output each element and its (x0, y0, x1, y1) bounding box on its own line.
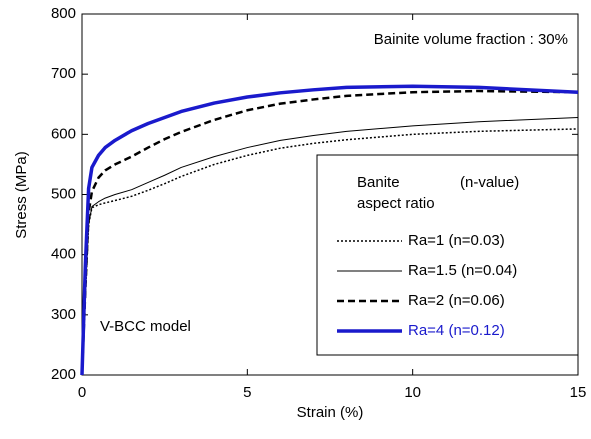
annotation: V-BCC model (100, 318, 191, 335)
legend-label: Ra=1 (n=0.03) (408, 232, 505, 249)
x-tick-label: 5 (243, 384, 251, 401)
y-tick-label: 600 (51, 125, 76, 142)
legend-label: Ra=2 (n=0.06) (408, 292, 505, 309)
annotation: Bainite volume fraction : 30% (374, 31, 568, 48)
legend-box (316, 154, 579, 356)
series-line (80, 89, 579, 376)
series-line (81, 128, 579, 376)
y-tick-label: 500 (51, 185, 76, 202)
legend-title: aspect ratio (357, 195, 435, 212)
series-line (81, 116, 579, 376)
y-axis-label: Stress (MPa) (13, 151, 30, 239)
y-tick-label: 400 (51, 246, 76, 263)
legend-label: Ra=1.5 (n=0.04) (408, 262, 517, 279)
y-tick-label: 200 (51, 366, 76, 383)
y-tick-label: 300 (51, 306, 76, 323)
legend-title: Banite (357, 174, 400, 191)
x-axis-label: Strain (%) (297, 404, 364, 421)
x-tick-label: 0 (78, 384, 86, 401)
y-tick-label: 700 (51, 65, 76, 82)
x-tick-label: 10 (404, 384, 421, 401)
x-tick-label: 15 (570, 384, 587, 401)
legend-label: Ra=4 (n=0.12) (408, 322, 505, 339)
series-line (80, 84, 579, 376)
y-tick-label: 800 (51, 5, 76, 22)
legend-title: (n-value) (460, 174, 519, 191)
